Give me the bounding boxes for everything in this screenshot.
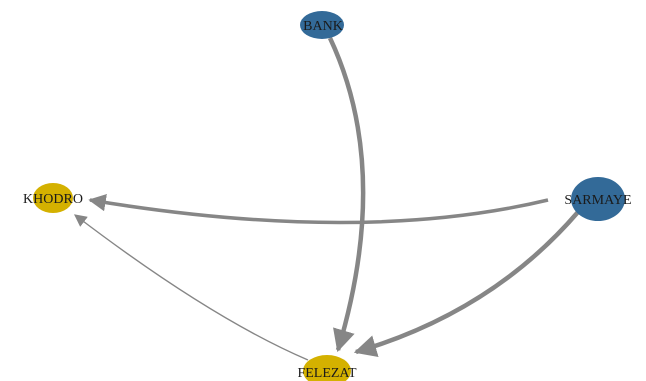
node-sarmaye: SARMAYE: [564, 177, 632, 221]
node-sarmaye-label: SARMAYE: [564, 193, 631, 208]
node-felezat: FELEZAT: [297, 355, 357, 381]
edge-sarmaye-to-felezat: [353, 210, 580, 358]
node-khodro-circle: [33, 183, 73, 213]
node-felezat-circle: [303, 355, 351, 381]
node-khodro-label: KHODRO: [23, 192, 83, 207]
node-bank: BANK: [300, 11, 344, 39]
node-sarmaye-circle: [571, 177, 625, 221]
node-bank-label: BANK: [303, 19, 343, 34]
edge-sarmaye-to-khodro: [88, 193, 549, 225]
edge-felezat-to-khodro: [73, 214, 309, 361]
node-bank-circle: [300, 11, 344, 39]
edge-bank-to-felezat: [327, 37, 366, 353]
node-khodro: KHODRO: [23, 183, 83, 213]
node-felezat-label: FELEZAT: [297, 366, 357, 381]
